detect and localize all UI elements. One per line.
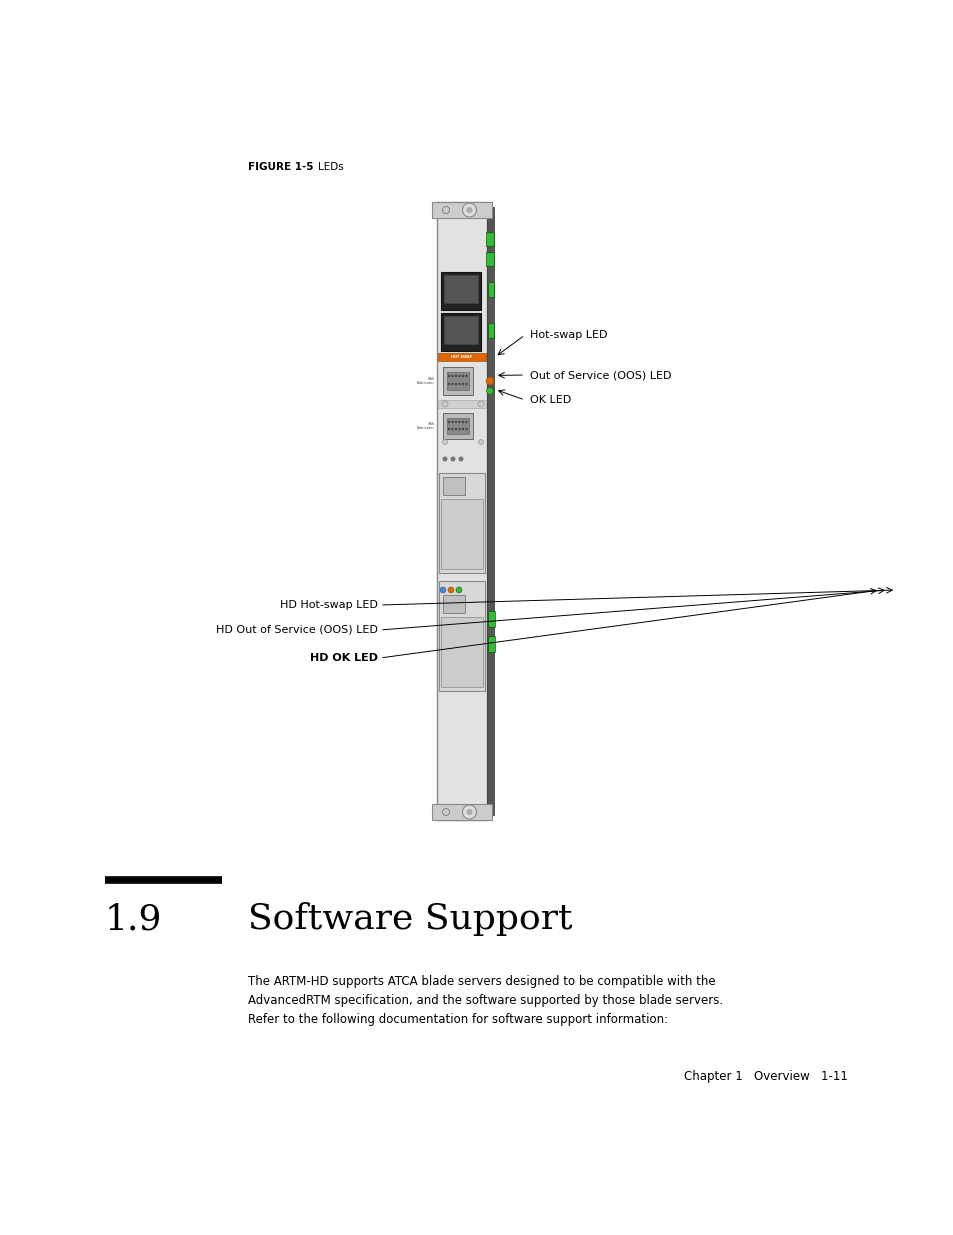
Circle shape [465, 421, 467, 424]
Circle shape [456, 587, 461, 593]
Circle shape [455, 421, 456, 424]
Circle shape [442, 809, 449, 815]
Circle shape [461, 383, 464, 385]
Circle shape [442, 440, 447, 445]
Bar [443, 316, 477, 345]
Bar [447, 372, 469, 390]
Text: HD OK LED: HD OK LED [310, 653, 377, 663]
Circle shape [455, 374, 456, 377]
Bar [438, 473, 484, 573]
Circle shape [462, 805, 476, 819]
Bar [438, 580, 484, 692]
Circle shape [447, 374, 450, 377]
Bar [432, 203, 492, 219]
Circle shape [447, 383, 450, 385]
Circle shape [457, 427, 460, 430]
Bar [442, 367, 473, 395]
Circle shape [441, 401, 448, 408]
Text: Software Support: Software Support [248, 902, 572, 936]
Circle shape [466, 207, 472, 212]
Bar [488, 611, 495, 627]
Text: Out of Service (OOS) LED: Out of Service (OOS) LED [530, 370, 671, 380]
Text: LEDs: LEDs [317, 162, 343, 172]
Bar [437, 353, 485, 361]
Circle shape [486, 388, 493, 394]
Circle shape [485, 377, 494, 385]
Text: SAS
Fabricator: SAS Fabricator [416, 421, 435, 430]
Circle shape [465, 383, 467, 385]
Text: FIGURE 1-5: FIGURE 1-5 [248, 162, 314, 172]
Bar [440, 499, 482, 569]
Circle shape [439, 587, 446, 593]
Circle shape [442, 457, 447, 462]
Circle shape [461, 427, 464, 430]
Bar [485, 232, 494, 246]
Circle shape [465, 427, 467, 430]
Bar [486, 207, 494, 815]
Bar [443, 275, 477, 303]
Text: OK LED: OK LED [530, 395, 571, 405]
Circle shape [455, 383, 456, 385]
Text: HD Hot-swap LED: HD Hot-swap LED [280, 600, 377, 610]
Bar [488, 636, 495, 652]
Bar [440, 272, 480, 310]
Circle shape [455, 427, 456, 430]
Text: 1.9: 1.9 [105, 902, 162, 936]
Circle shape [477, 401, 483, 408]
Circle shape [457, 374, 460, 377]
Circle shape [451, 427, 454, 430]
Bar [442, 595, 464, 613]
Circle shape [451, 374, 454, 377]
Circle shape [451, 383, 454, 385]
Circle shape [451, 421, 454, 424]
Text: The ARTM-HD supports ATCA blade servers designed to be compatible with the
Advan: The ARTM-HD supports ATCA blade servers … [248, 974, 722, 1026]
Circle shape [478, 440, 483, 445]
Bar [442, 477, 464, 495]
Text: HD Out of Service (OOS) LED: HD Out of Service (OOS) LED [216, 625, 377, 635]
Bar [488, 324, 494, 338]
Bar [485, 252, 494, 266]
Text: Chapter 1   Overview   1-11: Chapter 1 Overview 1-11 [683, 1070, 847, 1083]
Bar [440, 618, 482, 687]
Circle shape [450, 457, 455, 462]
Circle shape [457, 421, 460, 424]
Bar [488, 282, 494, 296]
Circle shape [458, 457, 463, 462]
Bar [442, 412, 473, 438]
Text: HOT SWAP: HOT SWAP [451, 354, 472, 359]
Circle shape [461, 421, 464, 424]
Circle shape [447, 427, 450, 430]
Circle shape [457, 383, 460, 385]
Circle shape [448, 587, 454, 593]
Text: SAS
Fabricator: SAS Fabricator [416, 377, 435, 385]
Circle shape [442, 206, 449, 214]
Circle shape [462, 203, 476, 217]
Circle shape [447, 421, 450, 424]
Bar [436, 203, 486, 820]
Bar [437, 400, 485, 408]
Circle shape [461, 374, 464, 377]
Bar [440, 312, 480, 351]
Circle shape [465, 374, 467, 377]
Circle shape [466, 809, 472, 815]
Bar [432, 804, 492, 820]
Bar [447, 417, 469, 433]
Text: Hot-swap LED: Hot-swap LED [530, 330, 607, 340]
